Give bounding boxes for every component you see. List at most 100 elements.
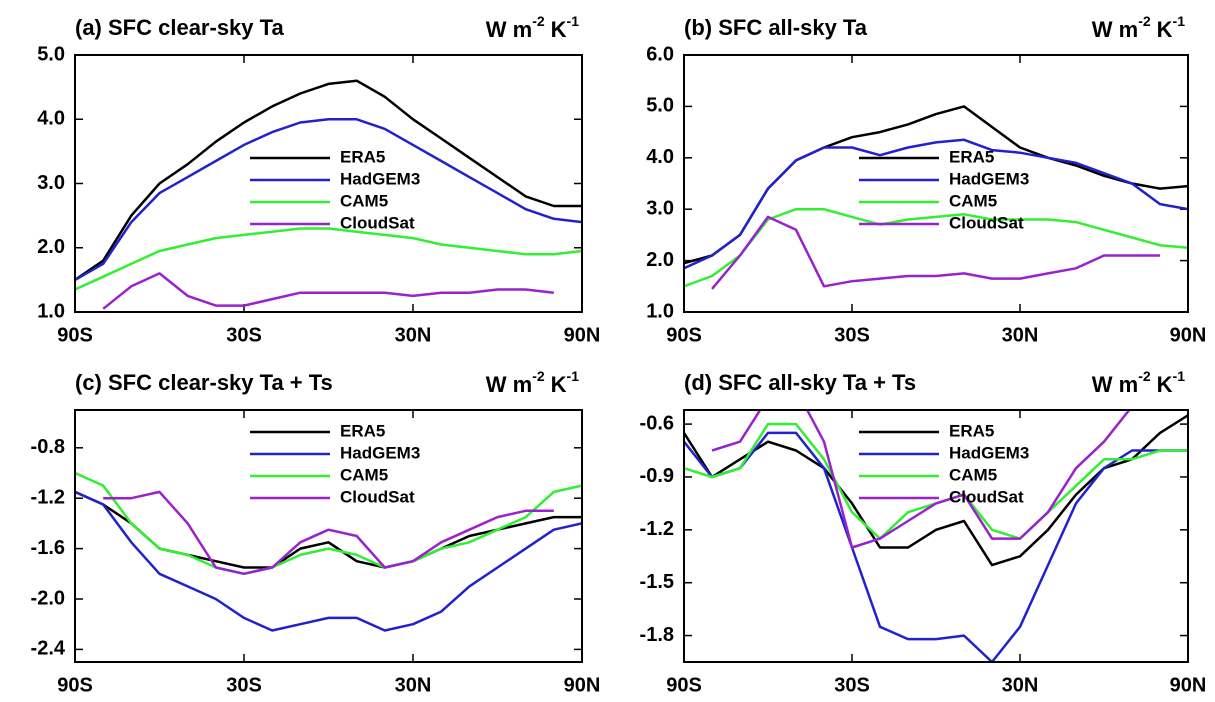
x-tick-label: 90N xyxy=(1170,674,1207,696)
series-line xyxy=(684,422,1188,540)
units-text: W m xyxy=(486,372,532,397)
units-text: W m xyxy=(486,17,532,42)
x-tick-label: 90S xyxy=(666,324,702,346)
plot-frame xyxy=(74,409,583,663)
legend-label: ERA5 xyxy=(340,147,385,166)
x-tick-label: 30N xyxy=(395,324,432,346)
x-tick-label: 30N xyxy=(1002,324,1039,346)
x-tick-label: 30N xyxy=(395,674,432,696)
series-line xyxy=(75,118,582,281)
series-line xyxy=(75,227,582,291)
plot-frame xyxy=(683,54,1189,313)
y-tick-label: 2.0 xyxy=(37,236,65,258)
y-tick-label: 5.0 xyxy=(646,95,674,117)
legend-label: ERA5 xyxy=(340,421,385,440)
legend-label: CAM5 xyxy=(340,191,388,210)
units: W m-2 K-1 xyxy=(1092,13,1185,42)
x-tick-label: 90N xyxy=(564,324,601,346)
series-line xyxy=(711,215,1160,290)
legend-label: CloudSat xyxy=(340,213,415,232)
y-tick-label: 3.0 xyxy=(37,172,65,194)
y-tick-label: -1.2 xyxy=(640,518,674,540)
panel-title: (b) SFC all-sky Ta xyxy=(684,15,868,40)
units-text: K xyxy=(551,372,567,397)
y-tick-label: -0.9 xyxy=(640,465,674,487)
y-tick-label: 3.0 xyxy=(646,197,674,219)
units-text: K xyxy=(1157,17,1173,42)
y-tick-label: 4.0 xyxy=(37,108,65,130)
legend-label: HadGEM3 xyxy=(340,443,420,462)
units-exponent: -2 xyxy=(1138,13,1151,29)
y-tick-label: 2.0 xyxy=(646,249,674,271)
series-line xyxy=(684,207,1188,288)
legend-label: CloudSat xyxy=(949,487,1024,506)
panel: (b) SFC all-sky Ta W m-2 K-1 1.0 2.0 3.0 4.0 5.… xyxy=(646,13,1206,347)
legend-label: HadGEM3 xyxy=(340,169,420,188)
series-line xyxy=(684,138,1188,270)
series-line xyxy=(75,471,582,576)
y-tick-label: -1.5 xyxy=(640,571,674,593)
panel-title: (d) SFC all-sky Ta + Ts xyxy=(684,370,916,395)
units: W m-2 K-1 xyxy=(1092,368,1185,397)
series-line xyxy=(75,79,582,281)
y-tick-label: -1.8 xyxy=(640,624,674,646)
x-tick-label: 90N xyxy=(1170,324,1207,346)
x-tick-label: 90S xyxy=(666,674,702,696)
units-exponent: -2 xyxy=(1138,368,1151,384)
legend-label: ERA5 xyxy=(949,421,994,440)
series-line xyxy=(684,431,1188,662)
legend-label: CloudSat xyxy=(340,487,415,506)
x-tick-label: 30S xyxy=(834,674,870,696)
series-line xyxy=(711,410,1131,549)
x-tick-label: 30S xyxy=(226,674,262,696)
units-text: W m xyxy=(1092,372,1138,397)
panel-title: (a) SFC clear-sky Ta xyxy=(75,15,284,40)
units-exponent: -2 xyxy=(532,368,545,384)
plot-frame xyxy=(683,409,1189,663)
x-tick-label: 30S xyxy=(834,324,870,346)
panel: (a) SFC clear-sky Ta W m-2 K-1 1.0 2.0 3.0 4.0… xyxy=(37,13,600,347)
legend-label: CAM5 xyxy=(949,191,997,210)
series-line xyxy=(684,105,1188,265)
legend-label: CloudSat xyxy=(949,213,1024,232)
y-tick-label: -2.0 xyxy=(31,587,65,609)
legend-label: CAM5 xyxy=(340,465,388,484)
panel: (d) SFC all-sky Ta + Ts W m-2 K-1 -1.8 -1.5 -… xyxy=(640,368,1207,697)
series-line xyxy=(102,272,554,310)
plot-frame xyxy=(74,54,583,313)
units: W m-2 K-1 xyxy=(486,13,579,42)
units-exponent: -1 xyxy=(567,13,580,29)
series-line xyxy=(75,490,582,632)
x-tick-label: 30N xyxy=(1002,674,1039,696)
y-tick-label: -0.6 xyxy=(640,412,674,434)
y-tick-label: 4.0 xyxy=(646,146,674,168)
units-exponent: -1 xyxy=(567,368,580,384)
units-text: K xyxy=(1157,372,1173,397)
units-exponent: -2 xyxy=(532,13,545,29)
legend-label: ERA5 xyxy=(949,147,994,166)
series-line xyxy=(103,490,554,576)
x-tick-label: 90S xyxy=(57,674,93,696)
units-exponent: -1 xyxy=(1173,13,1186,29)
panel-title: (c) SFC clear-sky Ta + Ts xyxy=(75,370,333,395)
x-tick-label: 90S xyxy=(57,324,93,346)
units-text: W m xyxy=(1092,17,1138,42)
units-exponent: -1 xyxy=(1173,368,1186,384)
y-tick-label: -0.8 xyxy=(31,436,65,458)
y-tick-label: 1.0 xyxy=(646,300,674,322)
y-tick-label: 6.0 xyxy=(646,43,674,65)
panel: (c) SFC clear-sky Ta + Ts W m-2 K-1 -2.4 -2.… xyxy=(31,368,601,697)
y-tick-label: 1.0 xyxy=(37,300,65,322)
y-tick-label: -1.2 xyxy=(31,486,65,508)
x-tick-label: 30S xyxy=(226,324,262,346)
y-tick-label: -1.6 xyxy=(31,537,65,559)
y-tick-label: 5.0 xyxy=(37,43,65,65)
legend-label: CAM5 xyxy=(949,465,997,484)
y-tick-label: -2.4 xyxy=(31,638,66,660)
x-tick-label: 90N xyxy=(564,674,601,696)
legend-label: HadGEM3 xyxy=(949,169,1029,188)
units: W m-2 K-1 xyxy=(486,368,579,397)
units-text: K xyxy=(551,17,567,42)
legend-label: HadGEM3 xyxy=(949,443,1029,462)
